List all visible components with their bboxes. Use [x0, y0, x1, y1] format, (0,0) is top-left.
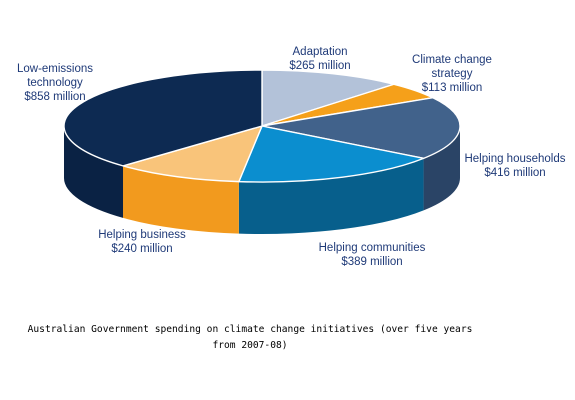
slice-label-line: technology [27, 77, 83, 89]
slice-side-helping-communities [238, 158, 424, 235]
chart-caption: Australian Government spending on climat… [27, 324, 473, 351]
slice-label-line: Climate change [412, 54, 492, 66]
slice-label-line: $265 million [289, 60, 350, 72]
slice-label-line: Helping business [98, 229, 186, 241]
slice-label-line: Helping communities [319, 242, 426, 254]
slice-label-line: $389 million [341, 256, 402, 268]
slice-top-adaptation [261, 69, 395, 127]
slice-top-helping-communities [238, 125, 425, 183]
slice-label-line: Low-emissions [17, 63, 93, 75]
slice-side-low-emissions [64, 126, 124, 218]
slice-label-line: $416 million [484, 167, 545, 179]
slice-label-adaptation: Adaptation $265 million [289, 46, 350, 72]
slice-label-line: $858 million [24, 91, 85, 103]
slice-label-helping-households: Helping households $416 million [464, 153, 565, 179]
pie-tops [63, 69, 461, 183]
slice-side-helping-business [123, 165, 239, 234]
slice-label-line: Adaptation [293, 46, 348, 58]
slice-label-line: strategy [432, 68, 473, 80]
slice-label-line: $113 million [422, 82, 483, 94]
slice-label-climate-change: Climate change strategy $113 million [412, 54, 492, 94]
slice-label-line: $240 million [111, 243, 172, 255]
slice-label-line: Helping households [464, 153, 565, 165]
slice-side-helping-households [423, 126, 460, 211]
slice-top-low-emissions [63, 69, 263, 167]
slice-label-helping-business: Helping business $240 million [98, 229, 186, 255]
slice-label-helping-communities: Helping communities $389 million [319, 242, 426, 268]
slice-top-helping-households [261, 97, 461, 160]
slice-top-helping-business [122, 125, 263, 183]
slice-labels: Adaptation $265 million Climate change stra… [17, 46, 566, 268]
slice-label-low-emissions: Low-emissions technology $858 million [17, 63, 93, 103]
pie-sides [64, 126, 460, 235]
